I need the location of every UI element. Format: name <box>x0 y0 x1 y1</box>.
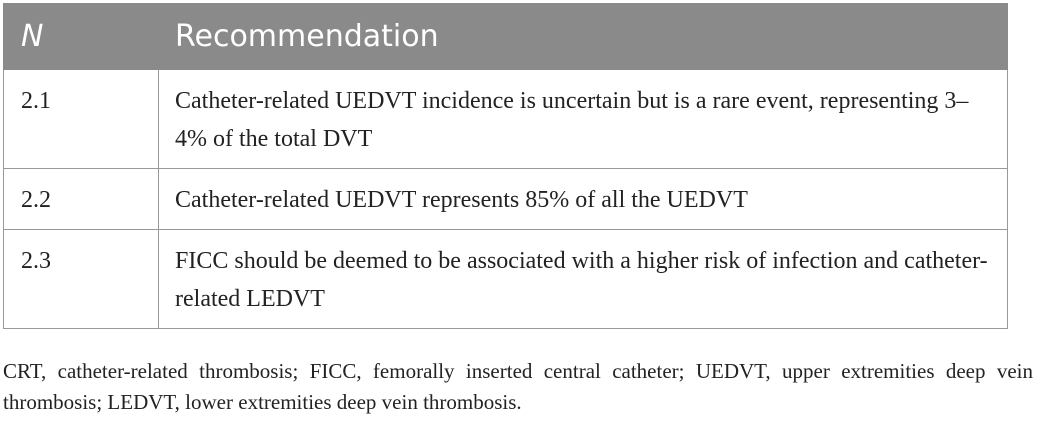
footnote: CRT, catheter-related thrombosis; FICC, … <box>3 359 1033 414</box>
cell: Catheter-related UEDVT represents 85% of… <box>158 168 1008 230</box>
header-cell: Recommendation <box>158 3 1008 70</box>
cell: Catheter-related UEDVT incidence is unce… <box>158 69 1008 169</box>
cell: 2.3 <box>3 229 159 329</box>
row: 2.2 Catheter-related UEDVT represents 85… <box>3 168 1008 230</box>
header-cell: N <box>3 3 159 70</box>
recommendation-table: N Recommendation 2.1 Catheter-related UE… <box>3 3 1008 329</box>
cell: FICC should be deemed to be associated w… <box>158 229 1008 329</box>
cell: 2.1 <box>3 69 159 169</box>
row: 2.1 Catheter-related UEDVT incidence is … <box>3 69 1008 169</box>
cell: 2.2 <box>3 168 159 230</box>
header-row: N Recommendation <box>3 3 1008 70</box>
row: 2.3 FICC should be deemed to be associat… <box>3 229 1008 329</box>
